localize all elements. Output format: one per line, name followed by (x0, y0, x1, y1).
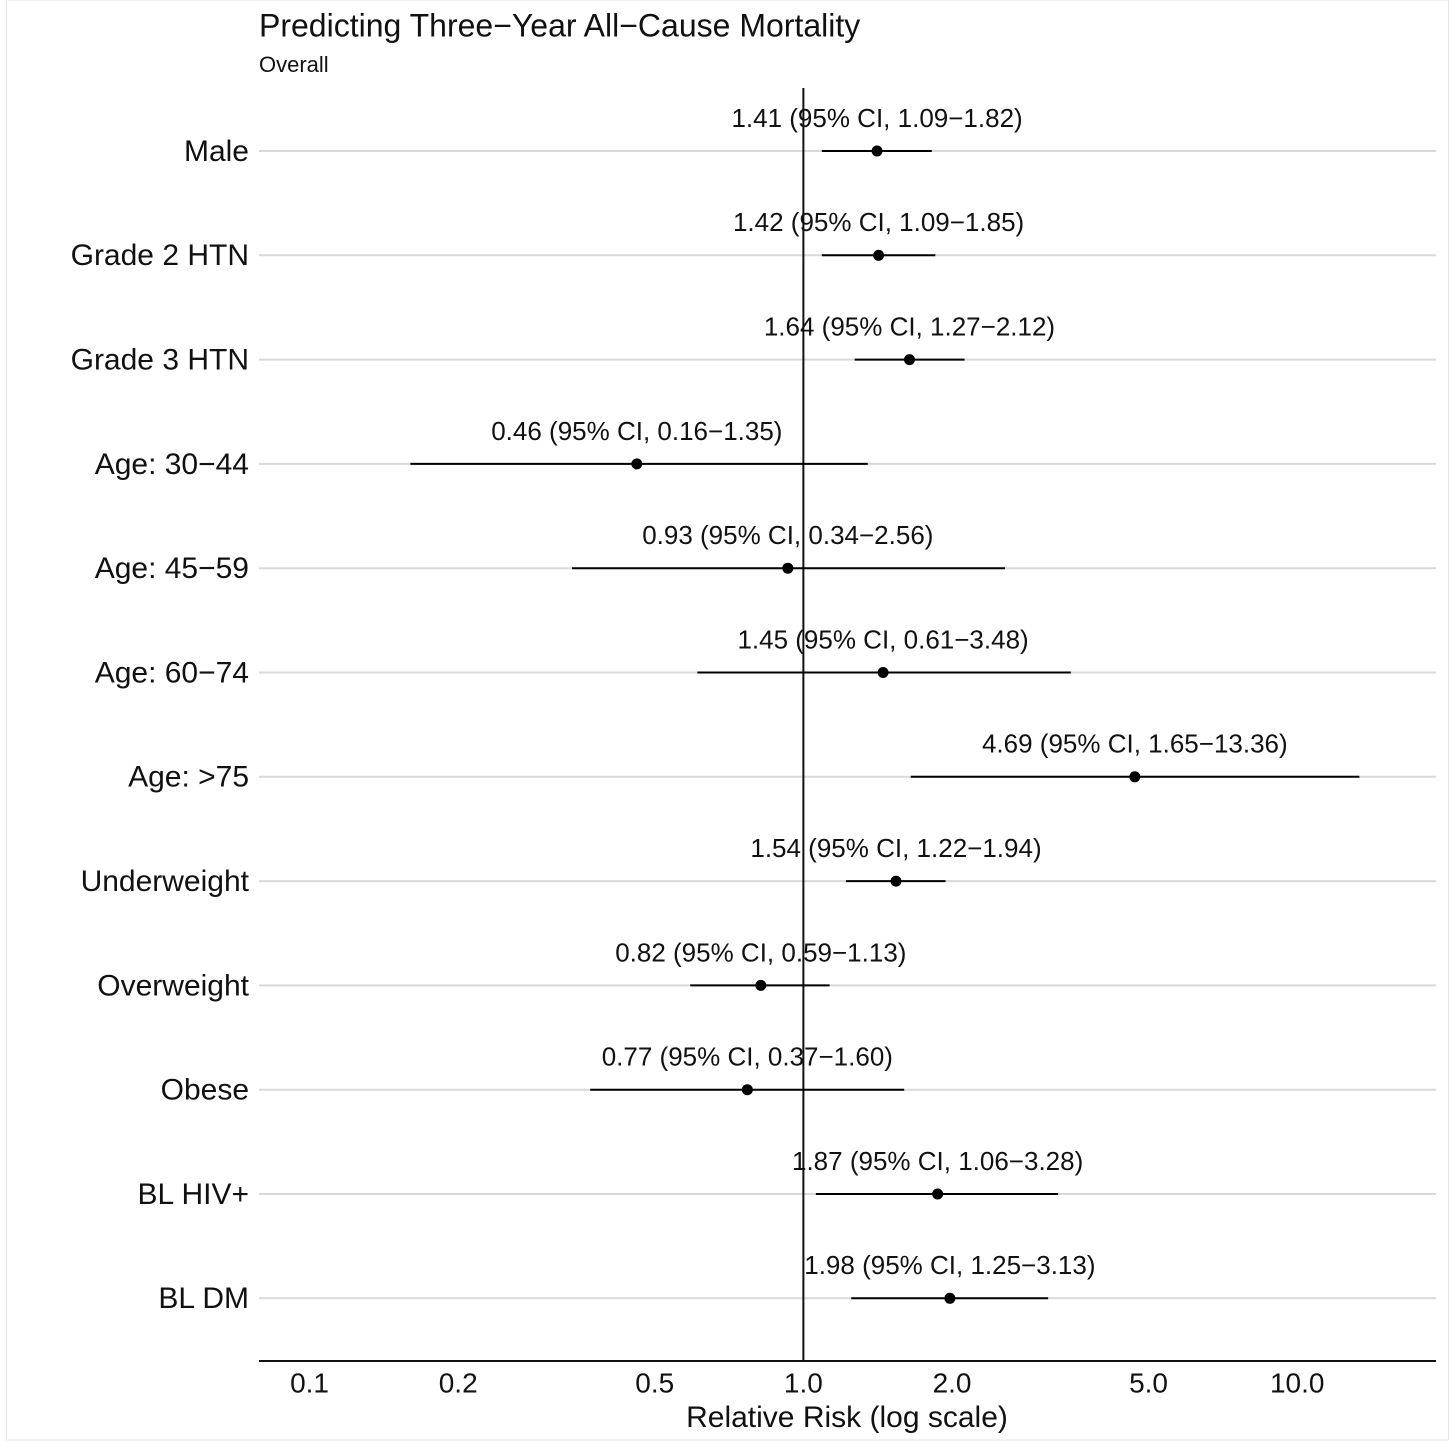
x-tick-label: 1.0 (784, 1367, 823, 1398)
y-tick-label: Grade 3 HTN (71, 344, 249, 377)
point (631, 458, 643, 470)
value-label: 4.69 (95% CI, 1.65−13.36) (982, 729, 1288, 759)
y-tick-label: Underweight (81, 865, 250, 898)
value-label: 1.41 (95% CI, 1.09−1.82) (731, 103, 1022, 133)
value-label: 1.54 (95% CI, 1.22−1.94) (750, 833, 1041, 863)
y-tick-label: Age: >75 (128, 761, 249, 794)
point (1129, 771, 1141, 783)
point (890, 875, 902, 887)
point (871, 145, 883, 157)
value-label: 1.64 (95% CI, 1.27−2.12) (764, 311, 1055, 341)
value-label: 1.45 (95% CI, 0.61−3.48) (737, 624, 1028, 654)
x-tick-label: 5.0 (1129, 1367, 1168, 1398)
point (741, 1084, 753, 1096)
point (755, 979, 767, 991)
y-tick-label: Age: 60−74 (95, 656, 249, 689)
y-tick-label: Age: 30−44 (95, 448, 249, 481)
value-label: 1.42 (95% CI, 1.09−1.85) (733, 207, 1024, 237)
value-label: 1.98 (95% CI, 1.25−3.13) (804, 1250, 1095, 1280)
y-tick-label: Grade 2 HTN (71, 239, 249, 272)
y-tick-label: BL DM (158, 1282, 249, 1315)
x-tick-label: 0.1 (290, 1367, 329, 1398)
y-tick-label: Age: 45−59 (95, 552, 249, 585)
point (877, 667, 889, 678)
point (903, 354, 915, 366)
x-axis-label: Relative Risk (log scale) (686, 1401, 1008, 1434)
point (932, 1188, 944, 1200)
point (782, 562, 794, 574)
value-label: 0.77 (95% CI, 0.37−1.60) (602, 1042, 893, 1072)
y-tick-label: Male (184, 135, 249, 168)
chart-subtitle: Overall (259, 52, 329, 77)
point (873, 249, 885, 261)
y-tick-label: Overweight (97, 969, 249, 1002)
value-label: 0.46 (95% CI, 0.16−1.35) (491, 416, 782, 446)
frame (6, 0, 1449, 1441)
y-tick-label: Obese (161, 1074, 249, 1107)
y-tick-label: BL HIV+ (138, 1178, 249, 1211)
point (944, 1292, 956, 1304)
value-label: 1.87 (95% CI, 1.06−3.28) (792, 1146, 1083, 1176)
x-tick-label: 0.2 (439, 1367, 478, 1398)
x-tick-label: 2.0 (933, 1367, 972, 1398)
x-tick-label: 0.5 (635, 1367, 674, 1398)
value-label: 0.82 (95% CI, 0.59−1.13) (615, 937, 906, 967)
value-label: 0.93 (95% CI, 0.34−2.56) (642, 520, 933, 550)
x-tick-label: 10.0 (1270, 1367, 1325, 1398)
chart-title: Predicting Three−Year All−Cause Mortalit… (259, 7, 860, 43)
